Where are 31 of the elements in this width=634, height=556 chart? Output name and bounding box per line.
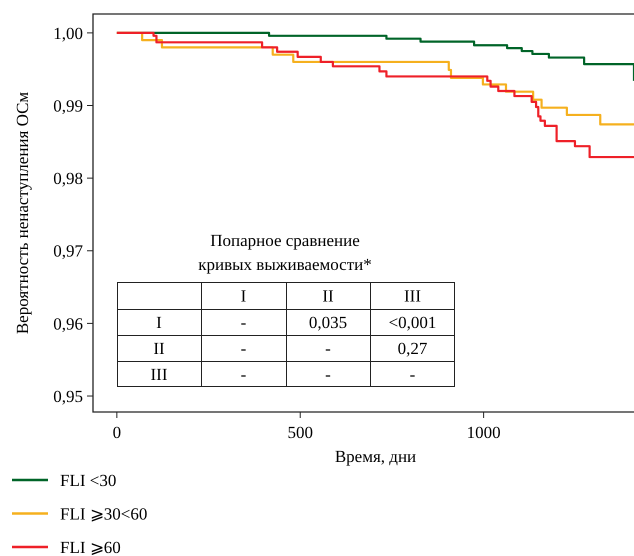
y-tick-label: 0,97	[53, 242, 84, 261]
legend-label: FLI ⩾60	[60, 538, 121, 556]
x-tick-label: 1000	[466, 423, 501, 442]
x-tick-label: 0	[112, 423, 122, 442]
annotation: II	[322, 286, 334, 306]
annotation: <0,001	[388, 312, 436, 332]
y-tick-label: 1,00	[53, 24, 83, 43]
annotation: -	[240, 312, 247, 332]
y-tick-label: 0,96	[53, 314, 83, 334]
annotation: Попарное сравнение	[210, 231, 360, 250]
annotation: -	[325, 364, 332, 384]
y-axis-title: Вероятность ненаступления ОСм	[13, 92, 32, 334]
annotation: кривых выживаемости*	[198, 255, 372, 274]
annotation: II	[153, 338, 165, 358]
y-tick-label: 0,98	[53, 169, 83, 188]
x-axis-title: Время, дни	[334, 447, 416, 466]
legend-label: FLI <30	[60, 470, 116, 490]
annotation: 0,27	[398, 338, 428, 358]
annotation: I	[240, 286, 247, 306]
annotation: III	[404, 286, 422, 306]
x-tick-label: 500	[287, 423, 313, 442]
annotation: -	[240, 338, 247, 358]
y-tick-label: 0,99	[53, 96, 83, 116]
annotation: 0,035	[308, 312, 348, 332]
annotation: -	[240, 364, 247, 384]
legend-label: FLI ⩾30<60	[60, 504, 148, 524]
annotation: I	[156, 312, 162, 332]
annotation: -	[410, 364, 416, 384]
y-tick-label: 0,95	[53, 386, 83, 406]
annotation: III	[150, 364, 168, 384]
annotation: -	[325, 338, 332, 358]
